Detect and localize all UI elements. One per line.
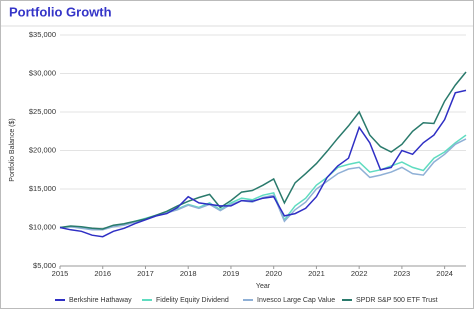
x-tick-label: 2021 <box>308 269 325 278</box>
x-tick-label: 2018 <box>180 269 197 278</box>
y-tick-label: $5,000 <box>33 261 56 270</box>
x-tick-label: 2024 <box>436 269 453 278</box>
x-tick-label: 2017 <box>137 269 154 278</box>
y-tick-label: $20,000 <box>29 145 56 154</box>
x-axis-label: Year <box>256 283 271 290</box>
chart-title: Portfolio Growth <box>9 4 112 19</box>
y-tick-label: $35,000 <box>29 30 56 39</box>
legend-label: Fidelity Equity Dividend <box>156 297 229 304</box>
x-tick-label: 2022 <box>351 269 368 278</box>
x-tick-label: 2023 <box>394 269 411 278</box>
series-line <box>59 71 467 230</box>
legend-label: Invesco Large Cap Value <box>257 297 335 304</box>
x-tick-label: 2015 <box>52 269 69 278</box>
legend-label: SPDR S&P 500 ETF Trust <box>356 297 438 304</box>
x-tick-label: 2019 <box>223 269 240 278</box>
y-tick-label: $25,000 <box>29 107 56 116</box>
y-tick-label: $15,000 <box>29 184 56 193</box>
legend-label: Berkshire Hathaway <box>69 297 132 304</box>
y-axis-label: Portfolio Balance ($) <box>9 118 16 181</box>
series-line <box>59 89 467 238</box>
x-tick-label: 2020 <box>265 269 282 278</box>
x-tick-label: 2016 <box>94 269 111 278</box>
y-tick-label: $30,000 <box>29 68 56 77</box>
y-tick-label: $10,000 <box>29 222 56 231</box>
